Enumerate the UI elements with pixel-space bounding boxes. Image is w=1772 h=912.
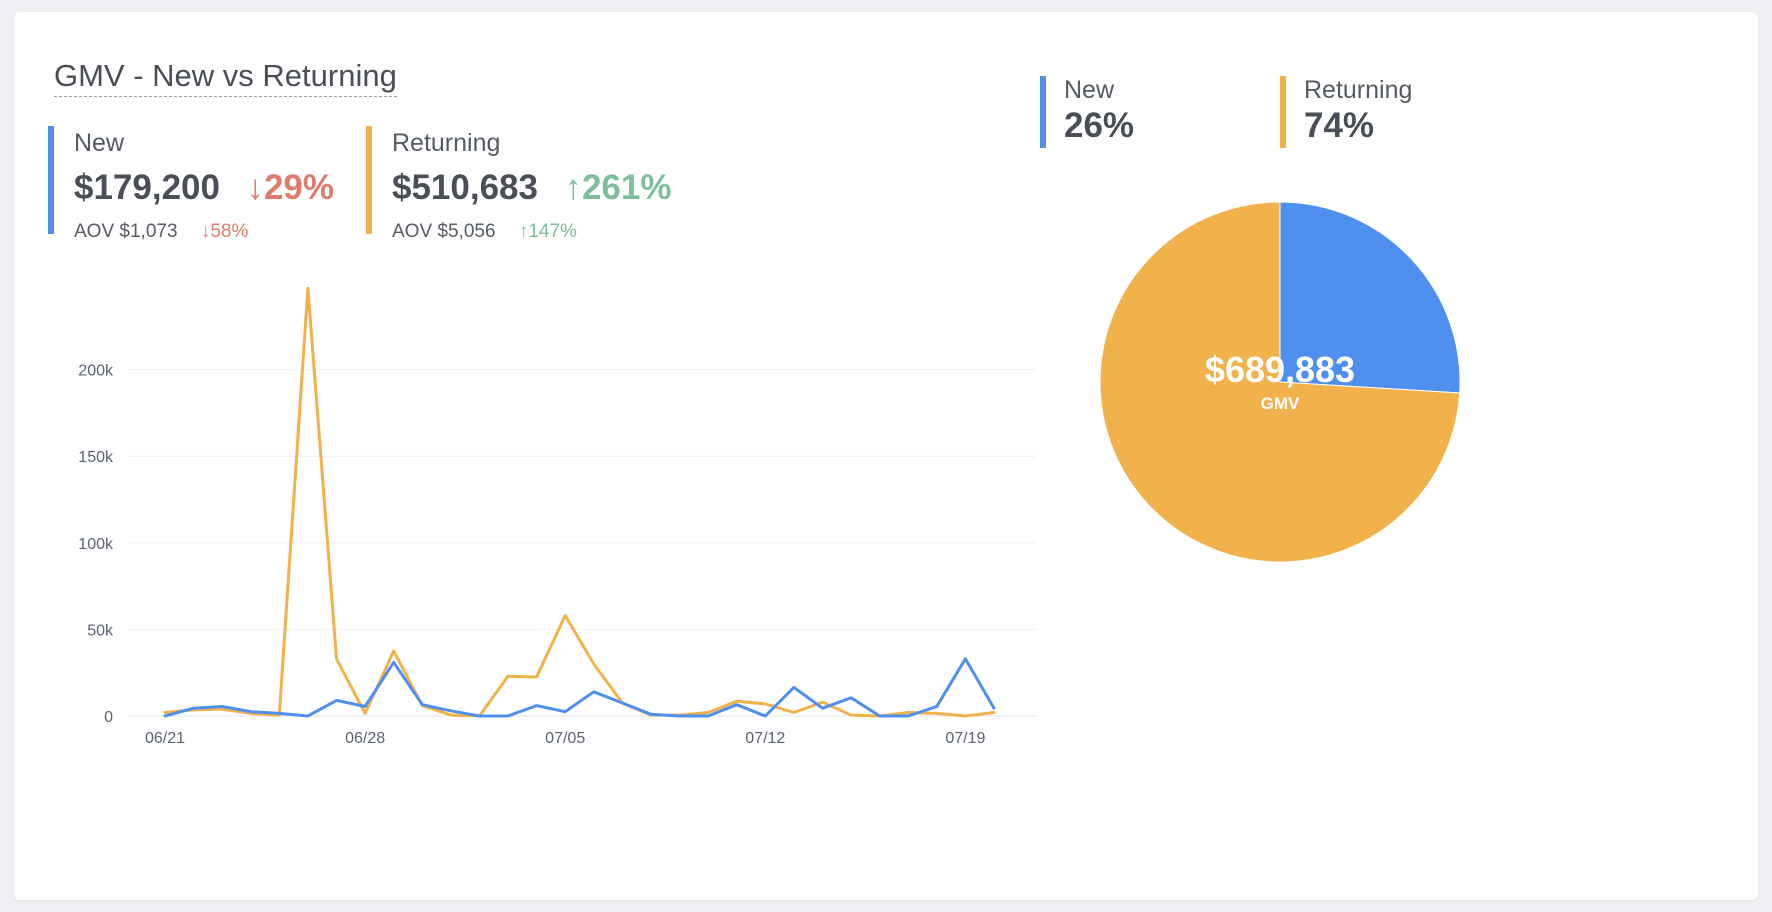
kpi-new-aov-label: AOV xyxy=(74,221,115,242)
arrow-down-icon: ↓ xyxy=(200,221,211,242)
y-tick-label: 100k xyxy=(78,536,114,553)
kpi-new-aov-change: ↓58% xyxy=(201,221,249,242)
kpi-new-aov-change-value: 58% xyxy=(210,221,249,242)
kpi-returning-amount: $510,683 xyxy=(392,168,538,207)
kpi-new-label: New xyxy=(74,129,125,157)
kpi-returning-aov-change: ↑147% xyxy=(519,221,577,242)
y-tick-label: 150k xyxy=(78,449,114,466)
series-line-returning[interactable] xyxy=(163,286,996,718)
series-line-new[interactable] xyxy=(163,657,996,718)
arrow-down-icon: ↓ xyxy=(246,168,264,207)
kpi-returning-aov-change-value: 147% xyxy=(528,221,577,242)
kpi-new-amount: $179,200 xyxy=(74,168,220,207)
share-new-pct: 26% xyxy=(1064,106,1135,145)
y-tick-label: 0 xyxy=(104,709,113,726)
share-returning-label: Returning xyxy=(1304,76,1413,104)
x-tick-label: 07/19 xyxy=(945,730,985,747)
share-returning-pct: 74% xyxy=(1304,106,1375,145)
pie-total: $689,883 xyxy=(1205,349,1355,390)
kpi-returning-aov: $5,056 xyxy=(437,221,496,242)
kpi-new-change: ↓29% xyxy=(246,168,334,207)
kpi-returning-change: ↑261% xyxy=(564,168,671,207)
x-tick-label: 06/21 xyxy=(145,730,185,747)
x-tick-label: 06/28 xyxy=(345,730,385,747)
kpi-returning-change-value: 261% xyxy=(581,168,672,207)
kpi-returning-label: Returning xyxy=(392,129,501,157)
arrow-up-icon: ↑ xyxy=(564,168,582,207)
y-tick-label: 200k xyxy=(78,363,114,380)
gmv-pie-chart[interactable]: $689,883 GMV xyxy=(1100,200,1464,564)
kpi-new-aov: $1,073 xyxy=(119,221,178,242)
x-tick-label: 07/05 xyxy=(545,730,585,747)
y-tick-label: 50k xyxy=(87,622,114,639)
pie-slice-new[interactable] xyxy=(1279,201,1461,394)
pie-total-label: GMV xyxy=(1261,394,1300,413)
kpi-new-change-value: 29% xyxy=(263,168,334,207)
kpi-returning: Returning $510,683 ↑261% AOV $5,056 ↑147… xyxy=(366,126,671,242)
arrow-up-icon: ↑ xyxy=(518,221,529,242)
share-returning: Returning 74% xyxy=(1280,76,1412,148)
x-tick-label: 07/12 xyxy=(745,730,785,747)
share-new: New 26% xyxy=(1040,76,1134,148)
kpi-returning-aov-label: AOV xyxy=(392,221,433,242)
share-new-label: New xyxy=(1064,76,1115,104)
kpi-new: New $179,200 ↓29% AOV $1,073 ↓58% xyxy=(48,126,334,242)
pie-slice-returning[interactable] xyxy=(1100,201,1461,563)
chart-title[interactable]: GMV - New vs Returning xyxy=(54,58,397,97)
